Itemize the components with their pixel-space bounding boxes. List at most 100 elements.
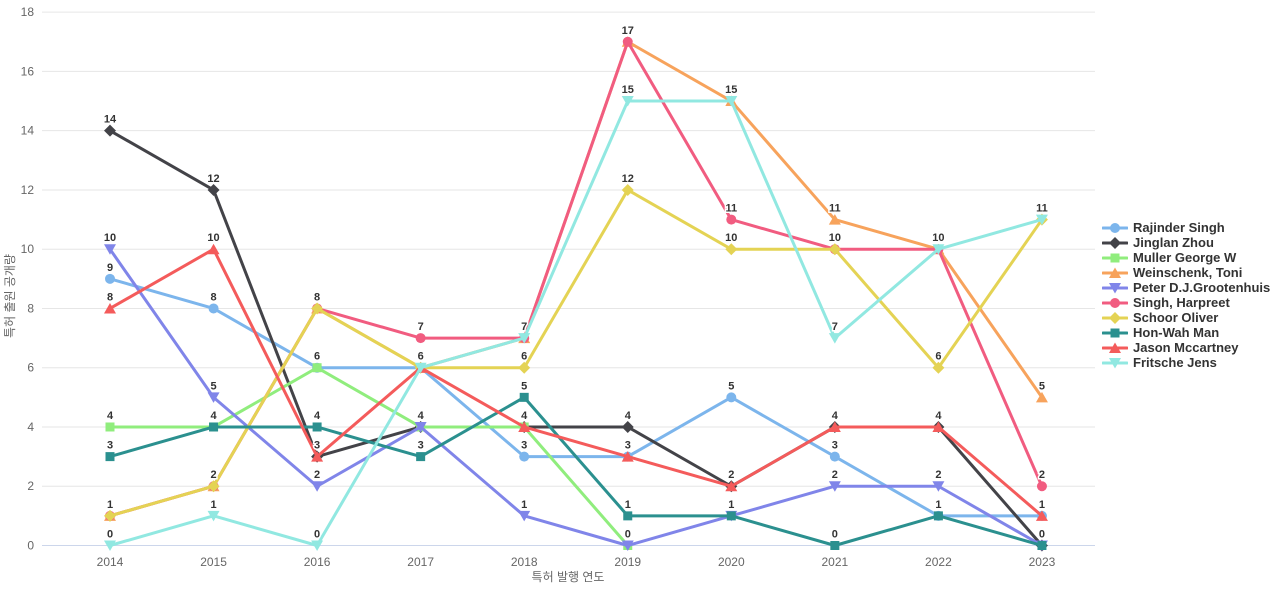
peter-d-j-grootenhuis-marker-glyph[interactable]: [1109, 283, 1121, 294]
legend-item-fritsche-jens[interactable]: Fritsche Jens: [1102, 355, 1270, 370]
data-point-rajinder-singh-2014[interactable]: [105, 273, 115, 284]
legend-item-jason-mccartney[interactable]: Jason Mccartney: [1102, 341, 1270, 354]
data-point-fritsche-jens-2017[interactable]: [414, 362, 427, 374]
data-point-schoor-oliver-2019[interactable]: [621, 183, 634, 196]
y-tick-label: 14: [21, 124, 35, 138]
legend-item-rajinder-singh[interactable]: Rajinder Singh: [1102, 221, 1270, 234]
data-point-fritsche-jens-2014[interactable]: [104, 540, 116, 552]
data-point-jason-mccartney-2023[interactable]: [1035, 510, 1048, 521]
data-label: 6: [314, 351, 320, 363]
data-point-rajinder-singh-2021[interactable]: [829, 451, 840, 462]
data-point-peter-d-j-grootenhuis-2015[interactable]: [207, 392, 220, 403]
data-point-hon-wah-man-2023[interactable]: [1037, 541, 1047, 550]
data-point-hon-wah-man-2017[interactable]: [416, 452, 426, 462]
singh-harpreet-marker-glyph[interactable]: [1110, 298, 1120, 308]
data-point-fritsche-jens-2021[interactable]: [828, 333, 841, 344]
data-point-peter-d-j-grootenhuis-2019[interactable]: [621, 540, 634, 552]
schoor-oliver-marker-glyph[interactable]: [1109, 312, 1121, 324]
data-point-peter-d-j-grootenhuis-2022[interactable]: [932, 481, 945, 492]
data-point-singh-harpreet-2019[interactable]: [622, 36, 633, 47]
data-point-fritsche-jens-2019[interactable]: [621, 96, 634, 107]
data-point-schoor-oliver-2022[interactable]: [932, 361, 945, 374]
legend-item-hon-wah-man[interactable]: Hon-Wah Man: [1102, 326, 1270, 339]
data-point-jinglan-zhou-2019[interactable]: [621, 420, 634, 433]
y-tick-label: 18: [21, 5, 35, 19]
data-point-rajinder-singh-2018[interactable]: [519, 451, 530, 462]
legend-item-schoor-oliver[interactable]: Schoor Oliver: [1102, 311, 1270, 324]
rajinder-singh-marker-glyph[interactable]: [1110, 223, 1120, 233]
data-point-hon-wah-man-2015[interactable]: [209, 422, 219, 432]
data-point-singh-harpreet-2017[interactable]: [415, 333, 426, 344]
data-point-rajinder-singh-2020[interactable]: [726, 392, 737, 403]
data-point-singh-harpreet-2020[interactable]: [726, 214, 737, 225]
data-label: 6: [521, 351, 527, 363]
data-point-hon-wah-man-2021[interactable]: [830, 541, 840, 550]
data-point-hon-wah-man-2020[interactable]: [726, 511, 736, 521]
singh-harpreet-legend-marker-icon: [1102, 298, 1128, 308]
data-point-peter-d-j-grootenhuis-2014[interactable]: [104, 244, 116, 255]
data-point-jinglan-zhou-2014[interactable]: [104, 124, 116, 137]
data-point-fritsche-jens-2020[interactable]: [725, 96, 738, 107]
data-point-singh-harpreet-2023[interactable]: [1036, 481, 1047, 492]
data-point-jason-mccartney-2021[interactable]: [828, 421, 841, 432]
muller-george-w-marker-glyph[interactable]: [1110, 253, 1120, 263]
data-point-weinschenk-toni-2023[interactable]: [1035, 391, 1048, 403]
data-label: 3: [107, 440, 113, 452]
data-label: 17: [622, 25, 634, 37]
data-label: 2: [314, 469, 320, 481]
data-point-muller-george-w-2016[interactable]: [312, 363, 322, 373]
data-point-hon-wah-man-2014[interactable]: [105, 452, 115, 462]
data-point-peter-d-j-grootenhuis-2016[interactable]: [311, 481, 324, 492]
data-point-fritsche-jens-2015[interactable]: [207, 510, 220, 522]
hon-wah-man-marker-glyph[interactable]: [1110, 328, 1120, 338]
data-point-schoor-oliver-2015[interactable]: [207, 480, 220, 493]
data-point-jason-mccartney-2018[interactable]: [518, 421, 531, 432]
data-point-hon-wah-man-2018[interactable]: [519, 392, 529, 402]
legend-item-jinglan-zhou[interactable]: Jinglan Zhou: [1102, 236, 1270, 249]
data-point-jason-mccartney-2016[interactable]: [311, 451, 324, 462]
legend-label: Fritsche Jens: [1133, 355, 1217, 370]
data-point-fritsche-jens-2022[interactable]: [932, 244, 945, 255]
data-label: 10: [725, 232, 737, 244]
data-point-schoor-oliver-2021[interactable]: [828, 243, 841, 256]
series-line-hon-wah-man: [108, 395, 1044, 547]
data-label: 4: [935, 410, 942, 422]
data-point-peter-d-j-grootenhuis-2021[interactable]: [828, 481, 841, 492]
data-point-hon-wah-man-2022[interactable]: [933, 511, 943, 521]
data-point-muller-george-w-2014[interactable]: [105, 422, 115, 432]
data-point-jinglan-zhou-2015[interactable]: [207, 183, 220, 196]
data-point-jason-mccartney-2022[interactable]: [932, 421, 945, 432]
data-point-jason-mccartney-2014[interactable]: [104, 302, 116, 314]
jinglan-zhou-marker-glyph[interactable]: [1109, 237, 1121, 249]
weinschenk-toni-marker-glyph[interactable]: [1109, 267, 1121, 279]
data-point-hon-wah-man-2019[interactable]: [623, 511, 633, 521]
data-point-peter-d-j-grootenhuis-2018[interactable]: [518, 510, 531, 522]
data-point-weinschenk-toni-2021[interactable]: [828, 214, 841, 225]
data-point-schoor-oliver-2018[interactable]: [518, 361, 531, 374]
jason-mccartney-marker-glyph[interactable]: [1109, 342, 1121, 354]
x-axis-tick-labels: 2014 2015 2016 2017 2018 2019 2020 2021 2022 2023: [97, 555, 1056, 569]
data-point-fritsche-jens-2023[interactable]: [1035, 214, 1048, 226]
data-point-peter-d-j-grootenhuis-2017[interactable]: [414, 421, 427, 433]
data-label: 3: [314, 440, 320, 452]
legend-item-singh-harpreet[interactable]: Singh, Harpreet: [1102, 296, 1270, 309]
data-point-jason-mccartney-2019[interactable]: [621, 451, 634, 462]
data-point-schoor-oliver-2020[interactable]: [725, 243, 738, 256]
legend-item-peter-d-j-grootenhuis[interactable]: Peter D.J.Grootenhuis: [1102, 281, 1270, 294]
data-label: 2: [832, 469, 838, 481]
data-point-jason-mccartney-2020[interactable]: [725, 480, 738, 492]
legend-item-weinschenk-toni[interactable]: Weinschenk, Toni: [1102, 266, 1270, 279]
y-tick-label: 8: [27, 301, 34, 315]
data-label: 1: [521, 499, 527, 511]
data-point-fritsche-jens-2018[interactable]: [518, 333, 531, 344]
data-point-jason-mccartney-2015[interactable]: [207, 243, 220, 255]
legend-item-muller-george-w[interactable]: Muller George W: [1102, 251, 1270, 264]
data-point-rajinder-singh-2015[interactable]: [208, 303, 219, 314]
data-label: 2: [728, 469, 734, 481]
data-point-schoor-oliver-2016[interactable]: [311, 302, 324, 315]
fritsche-jens-marker-glyph[interactable]: [1109, 358, 1121, 369]
data-point-hon-wah-man-2016[interactable]: [312, 422, 322, 432]
x-tick-label: 2020: [718, 555, 745, 569]
data-point-fritsche-jens-2016[interactable]: [311, 540, 324, 552]
data-point-schoor-oliver-2014[interactable]: [104, 509, 116, 522]
